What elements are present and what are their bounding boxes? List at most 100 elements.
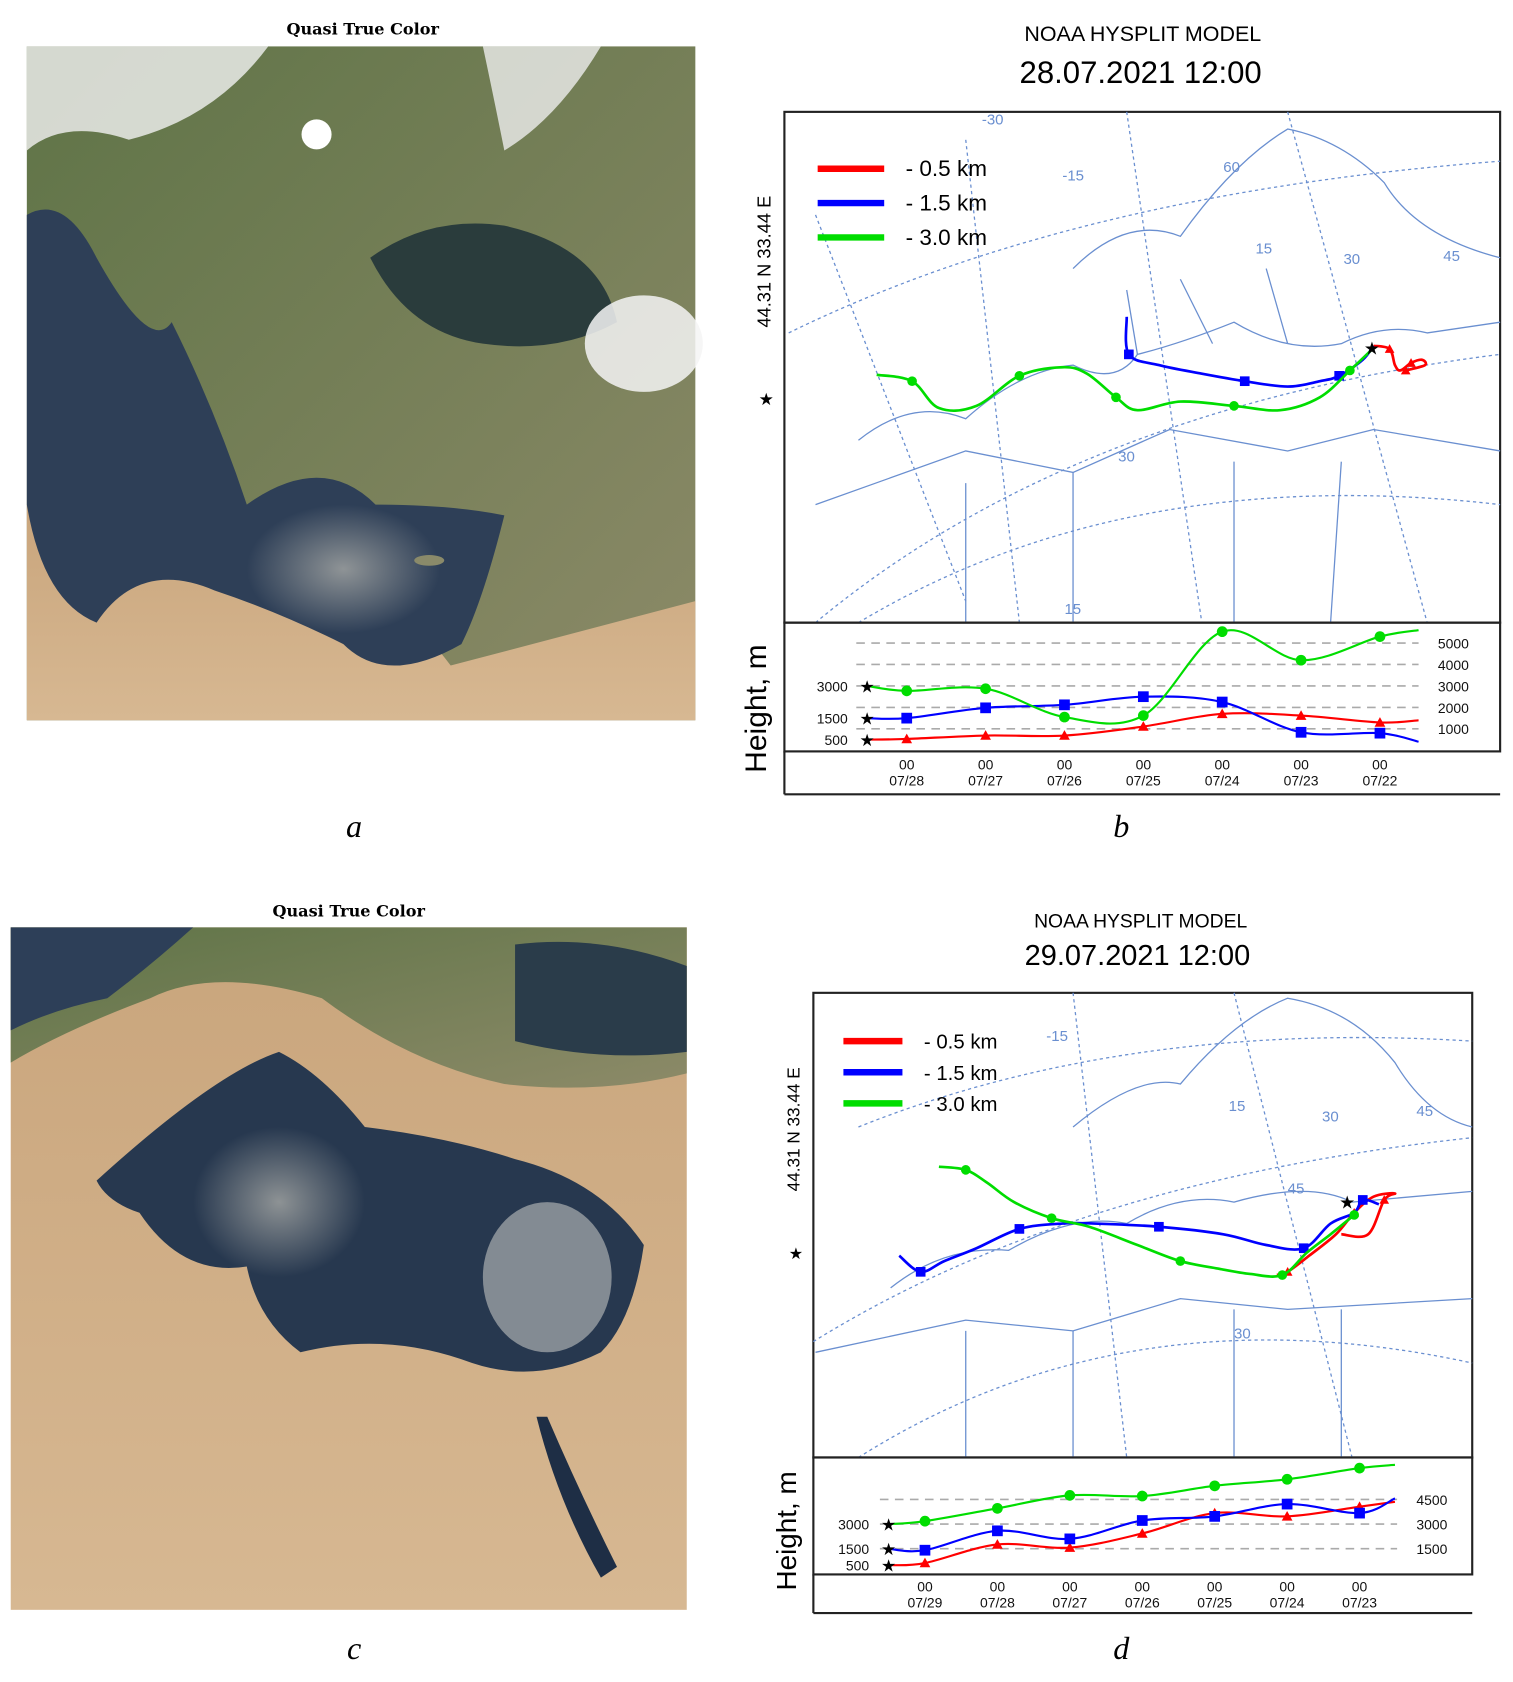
grid-label: -15 — [1062, 168, 1084, 185]
triangle-marker — [992, 1539, 1003, 1549]
circle-marker — [1229, 401, 1239, 411]
coastline — [1072, 128, 1501, 269]
graticule-line — [813, 1137, 1473, 1343]
satellite-image-c — [10, 927, 687, 1610]
right-tick-label: 1000 — [1438, 721, 1469, 737]
grid-label: -30 — [982, 112, 1004, 129]
panel-d-label: d — [1113, 1630, 1130, 1666]
circle-marker — [1216, 626, 1228, 638]
right-tick-label: 3000 — [1438, 678, 1469, 694]
x-tick-hour: 00 — [1372, 757, 1388, 773]
square-marker — [1357, 1195, 1368, 1205]
grid-label: 30 — [1343, 251, 1360, 268]
graticule-line — [815, 353, 1501, 624]
source-location-b: 44.31 N 33.44 E — [753, 196, 774, 328]
x-tick-date: 07/25 — [1126, 773, 1161, 789]
x-tick-hour: 00 — [1136, 757, 1152, 773]
grid-label: 45 — [1288, 1180, 1305, 1197]
x-tick-date: 07/29 — [908, 1595, 943, 1611]
circle-marker — [1374, 631, 1386, 642]
origin-star-icon: ★ — [1339, 1193, 1355, 1213]
circle-marker — [980, 683, 991, 695]
panel-b: NOAA HYSPLIT MODEL 28.07.2021 12:00 -30-… — [740, 22, 1502, 844]
height-series-line — [866, 629, 1419, 725]
x-tick-date: 07/27 — [968, 773, 1003, 789]
circle-marker — [901, 685, 913, 697]
left-tick-label: 1500 — [838, 1541, 869, 1557]
square-marker — [1059, 699, 1070, 711]
x-tick-hour: 00 — [1279, 1579, 1295, 1595]
circle-marker — [1064, 1490, 1076, 1501]
left-tick-label: 1500 — [817, 711, 848, 727]
square-marker — [1374, 727, 1386, 739]
circle-marker — [1349, 1210, 1360, 1220]
panel-c-title: Quasi True Color — [272, 902, 425, 921]
square-marker — [980, 702, 991, 714]
right-tick-label: 4500 — [1416, 1492, 1447, 1508]
x-tick-hour: 00 — [1207, 1579, 1223, 1595]
square-marker — [1014, 1224, 1025, 1234]
square-marker — [901, 712, 913, 724]
square-marker — [1239, 376, 1250, 387]
triangle-marker — [1216, 708, 1228, 719]
grid-label: 15 — [1255, 241, 1272, 258]
x-tick-date: 07/27 — [1052, 1595, 1087, 1611]
square-marker — [1154, 1221, 1164, 1232]
square-marker — [1354, 1507, 1365, 1519]
source-location-d: 44.31 N 33.44 E — [783, 1067, 803, 1191]
x-tick-hour: 00 — [1214, 757, 1230, 773]
x-tick-hour: 00 — [917, 1579, 933, 1595]
right-tick-label: 1500 — [1416, 1541, 1447, 1557]
right-tick-label: 2000 — [1438, 700, 1469, 716]
legend-label: - 0.5 km — [906, 156, 987, 181]
square-marker — [1209, 1511, 1221, 1522]
left-tick-label: 500 — [824, 732, 848, 748]
start-star-icon: ★ — [881, 1540, 896, 1559]
x-tick-date: 07/26 — [1047, 773, 1082, 789]
origin-star-icon: ★ — [1364, 338, 1380, 358]
x-tick-date: 07/24 — [1205, 773, 1240, 789]
x-tick-hour: 00 — [899, 757, 915, 773]
grid-label: 45 — [1443, 248, 1460, 265]
circle-marker — [1175, 1256, 1186, 1266]
coastline — [965, 1309, 1342, 1458]
legend-label: - 1.5 km — [924, 1063, 998, 1085]
hysplit-model-title-d: NOAA HYSPLIT MODEL — [1034, 911, 1247, 932]
map-lines-d: -15 15 30 45 45 30 — [813, 992, 1473, 1459]
square-marker — [1064, 1533, 1076, 1545]
panel-a-label: a — [346, 808, 362, 844]
graticule-line — [814, 214, 967, 602]
triangle-marker — [1295, 710, 1307, 720]
legend-d: - 0.5 km - 1.5 km - 3.0 km — [843, 1032, 997, 1116]
x-tick-date: 07/22 — [1362, 773, 1397, 789]
triangle-marker — [1379, 1195, 1390, 1204]
square-marker — [1298, 1243, 1309, 1254]
left-tick-label: 3000 — [817, 678, 848, 694]
triangle-marker — [901, 733, 913, 744]
coastline — [815, 428, 1501, 506]
graticule-line — [788, 160, 1501, 334]
coastline — [965, 461, 1342, 623]
grid-label: -15 — [1046, 1028, 1068, 1045]
circle-marker — [1277, 1270, 1288, 1280]
square-marker — [919, 1544, 931, 1556]
x-tick-hour: 00 — [978, 757, 994, 773]
triangle-marker — [980, 730, 991, 740]
start-star-icon: ★ — [860, 731, 875, 750]
grid-label: 30 — [1234, 1325, 1251, 1342]
x-tick-date: 07/28 — [889, 773, 924, 789]
circle-marker — [1046, 1213, 1057, 1224]
circle-marker — [960, 1165, 971, 1175]
source-star-icon: ★ — [789, 1246, 803, 1263]
graticule-line — [1233, 992, 1353, 1458]
circle-marker — [1295, 654, 1307, 666]
square-marker — [1136, 1515, 1148, 1526]
triangle-marker — [1136, 1528, 1148, 1538]
left-tick-label: 500 — [846, 1558, 870, 1574]
grid-label: 60 — [1223, 159, 1240, 176]
grid-label: 30 — [1118, 449, 1135, 466]
grid-label: 15 — [1229, 1098, 1246, 1115]
coastline — [1072, 997, 1473, 1128]
